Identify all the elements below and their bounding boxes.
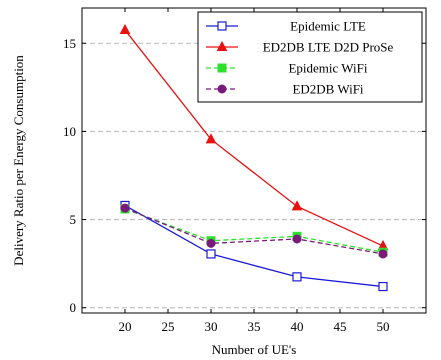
legend-marker [217, 84, 227, 94]
legend-label: Epidemic WiFi [288, 61, 367, 76]
y-tick-label: 0 [70, 300, 77, 315]
legend-label: ED2DB LTE D2D ProSe [263, 40, 394, 55]
series-4 [120, 203, 388, 259]
data-point [378, 281, 388, 292]
data-point [120, 203, 130, 213]
series-line [124, 29, 384, 247]
data-point [206, 238, 216, 248]
legend-label: ED2DB WiFi [292, 82, 363, 97]
series-line [124, 204, 384, 288]
y-axis-ticks: 0 5 10 15 [63, 36, 426, 315]
legend-label: Epidemic LTE [290, 19, 366, 34]
x-tick-label: 20 [119, 319, 132, 334]
series-group [119, 23, 389, 292]
y-tick-label: 15 [63, 36, 76, 51]
legend-marker [217, 63, 227, 73]
x-tick-label: 35 [248, 319, 261, 334]
y-axis-label: Delivery Ratio per Energy Consumption [11, 55, 26, 266]
x-tick-label: 50 [377, 319, 390, 334]
x-axis-label: Number of UE's [212, 342, 297, 357]
data-point [291, 200, 303, 211]
y-tick-label: 5 [70, 212, 77, 227]
x-tick-label: 45 [334, 319, 347, 334]
x-tick-label: 25 [162, 319, 175, 334]
data-point [378, 249, 388, 259]
series-line [124, 208, 384, 253]
x-tick-label: 40 [291, 319, 304, 334]
data-point [292, 272, 302, 282]
x-tick-label: 30 [205, 319, 218, 334]
data-point [119, 23, 131, 35]
legend-marker [216, 40, 228, 51]
series-1 [120, 200, 388, 292]
series-line [124, 207, 384, 255]
legend-box [197, 11, 423, 103]
x-axis-ticks: 20 25 30 35 40 45 50 [119, 8, 390, 334]
data-point [205, 133, 217, 144]
y-tick-label: 10 [63, 124, 76, 139]
series-2 [119, 23, 389, 251]
series-3 [120, 204, 388, 257]
legend: Epidemic LTE ED2DB LTE D2D ProSe Epidemic … [197, 11, 423, 103]
data-point [292, 234, 302, 244]
plot-frame [81, 7, 427, 314]
data-point [206, 249, 216, 259]
legend-marker [217, 21, 227, 31]
